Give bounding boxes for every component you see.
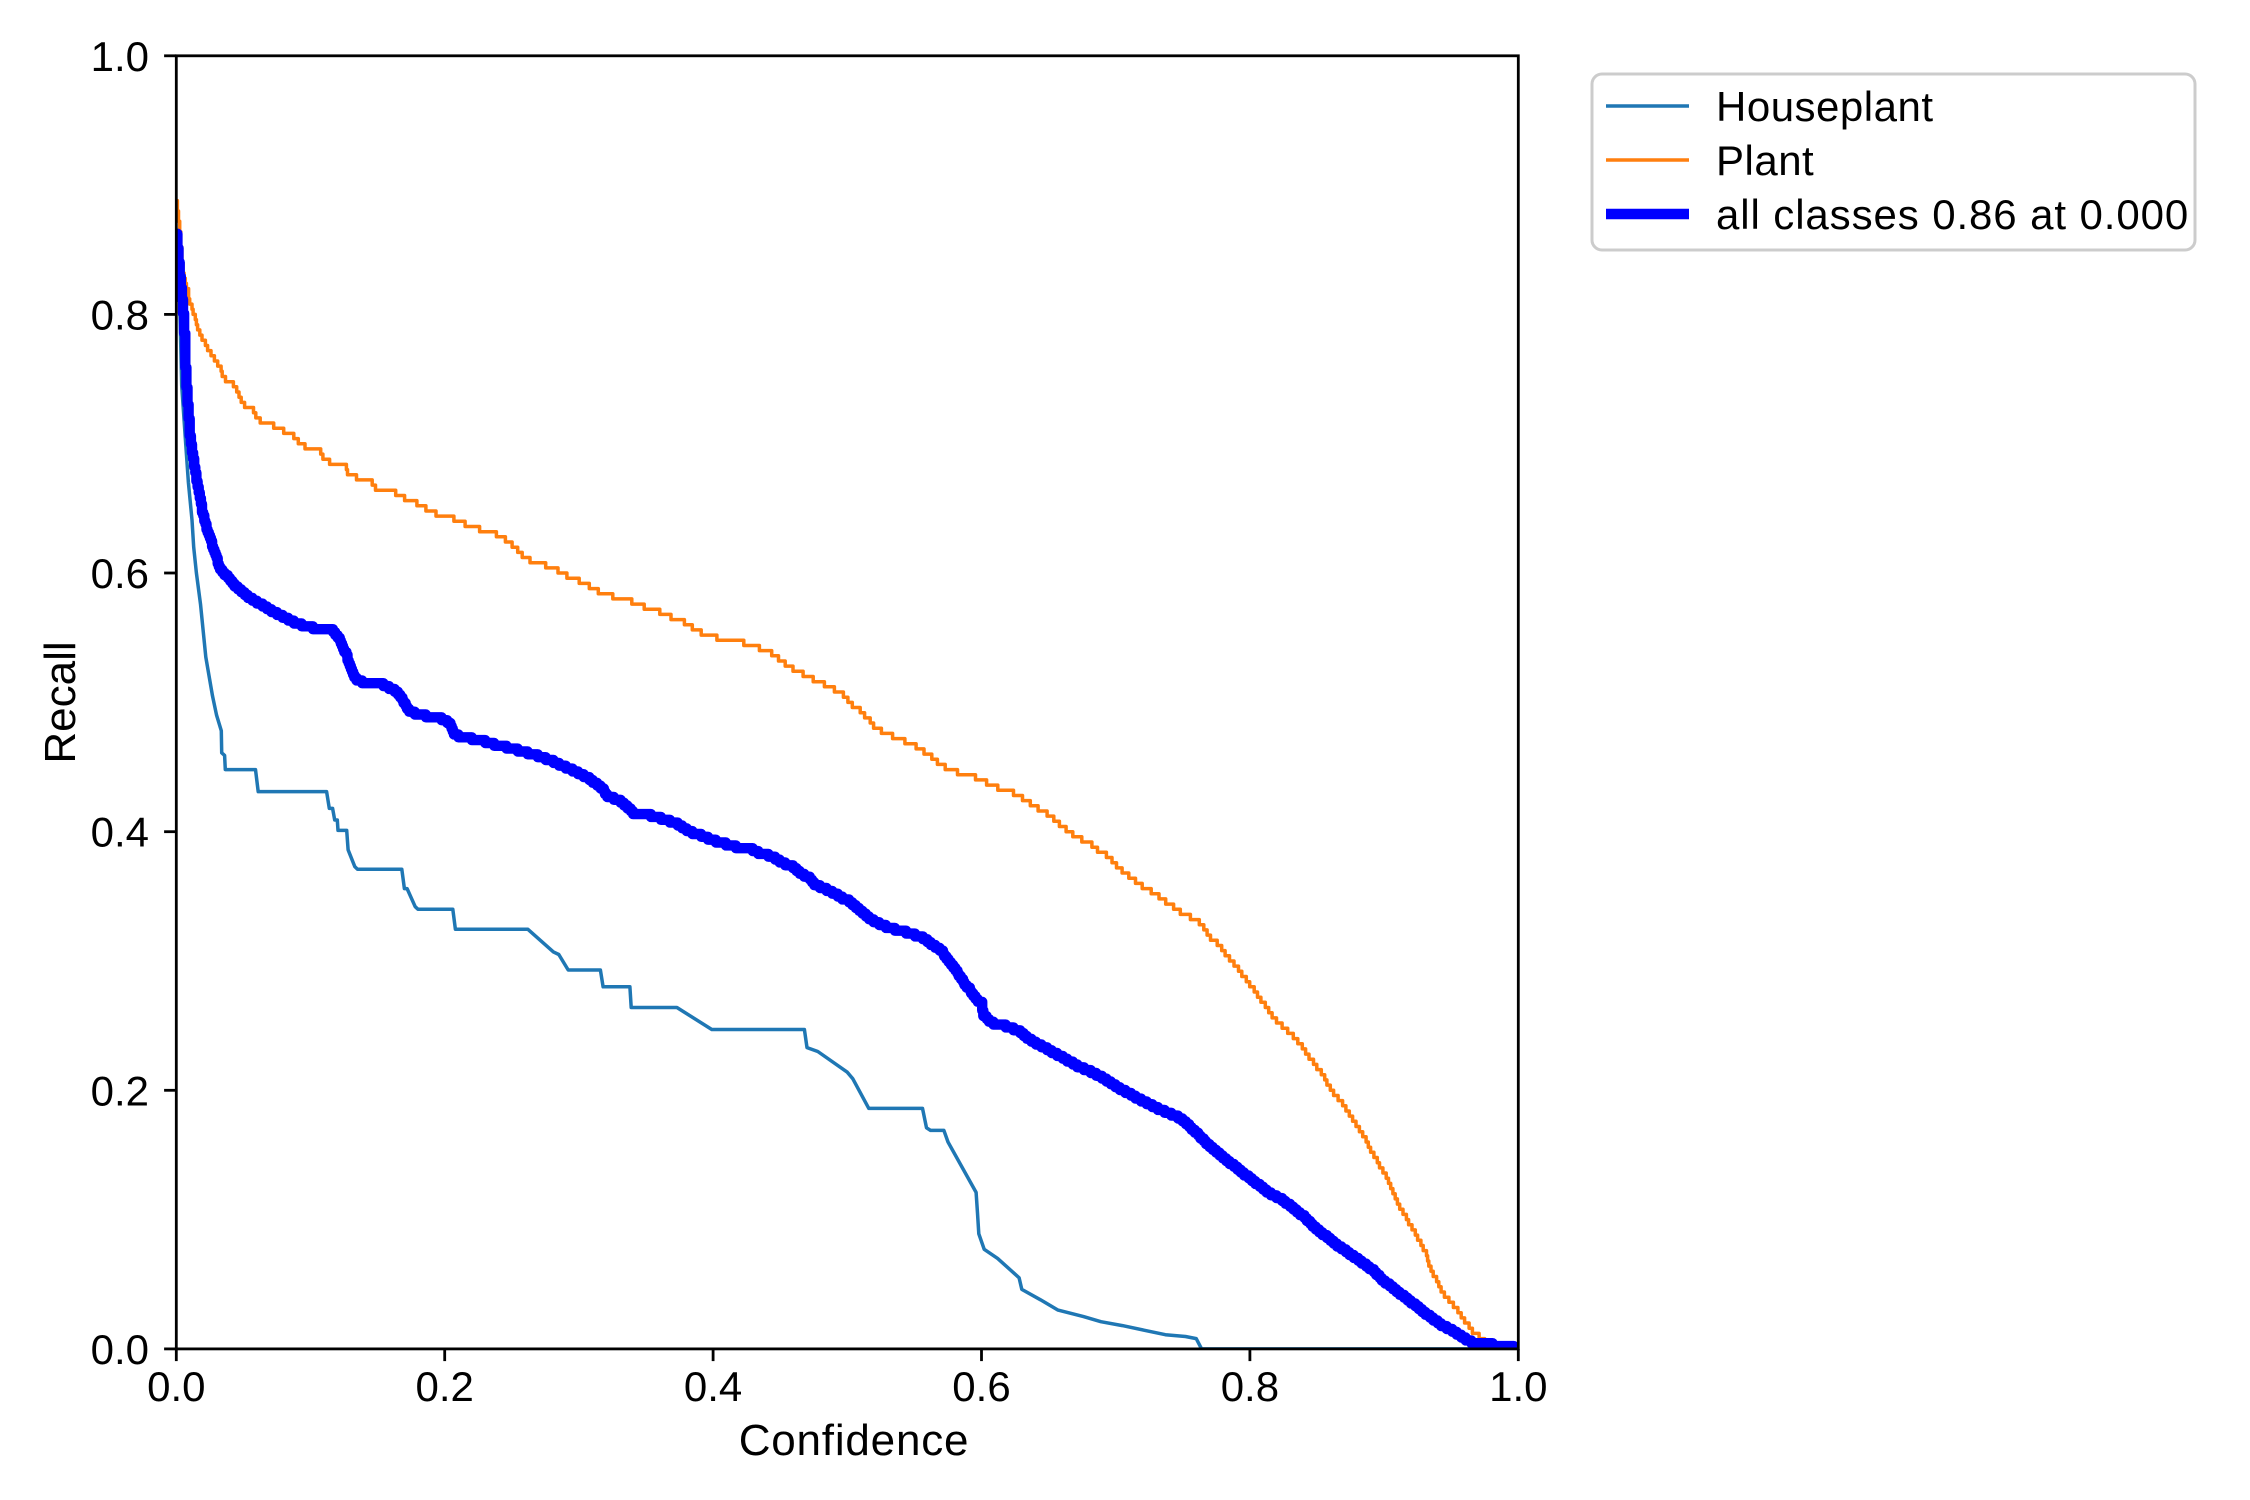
svg-text:0.6: 0.6 xyxy=(91,550,149,597)
svg-text:0.8: 0.8 xyxy=(91,291,149,338)
svg-text:0.0: 0.0 xyxy=(91,1326,149,1373)
svg-text:0.4: 0.4 xyxy=(684,1363,742,1410)
svg-text:0.2: 0.2 xyxy=(416,1363,474,1410)
svg-text:1.0: 1.0 xyxy=(91,33,149,80)
svg-text:1.0: 1.0 xyxy=(1489,1363,1547,1410)
svg-text:0.2: 0.2 xyxy=(91,1067,149,1114)
svg-text:Plant: Plant xyxy=(1716,137,1814,184)
svg-text:0.8: 0.8 xyxy=(1221,1363,1279,1410)
svg-text:0.6: 0.6 xyxy=(952,1363,1010,1410)
svg-text:all classes 0.86 at 0.000: all classes 0.86 at 0.000 xyxy=(1716,191,2189,238)
svg-text:Recall: Recall xyxy=(36,641,85,763)
svg-text:0.4: 0.4 xyxy=(91,809,149,856)
svg-text:Houseplant: Houseplant xyxy=(1716,83,1933,130)
svg-text:0.0: 0.0 xyxy=(147,1363,205,1410)
svg-text:Confidence: Confidence xyxy=(739,1416,970,1465)
